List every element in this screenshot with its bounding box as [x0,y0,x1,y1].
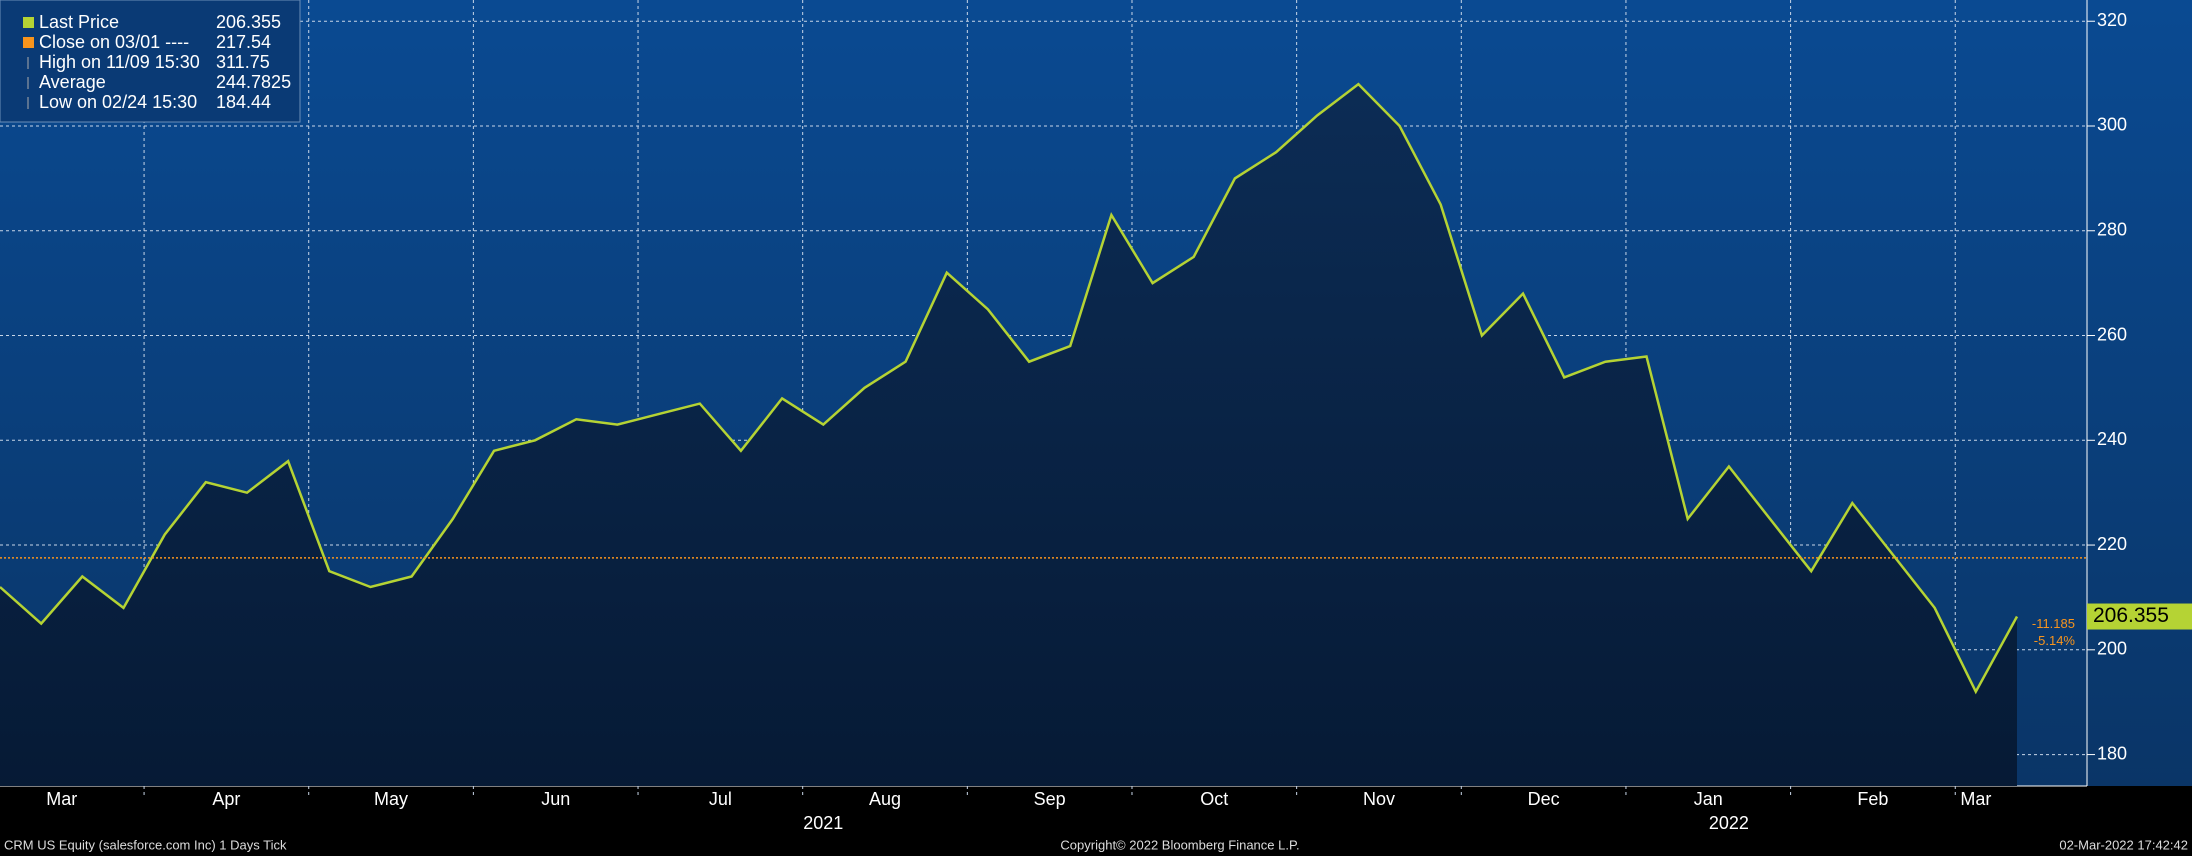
y-tick-label: 280 [2097,220,2127,240]
legend-label: Low on 02/24 15:30 [39,92,197,112]
x-tick-label: Oct [1200,789,1228,809]
change-label: -11.185 [2032,616,2075,631]
last-price-tag [2087,603,2192,630]
y-tick-label: 260 [2097,324,2127,344]
legend-swatch [23,37,34,48]
x-tick-label: Nov [1363,789,1395,809]
x-tick-label: Sep [1034,789,1066,809]
change-label: -5.14% [2034,633,2076,648]
legend-value: 244.7825 [216,72,291,92]
x-tick-label: Jan [1694,789,1723,809]
x-tick-label: Jun [541,789,570,809]
x-tick-label: Aug [869,789,901,809]
x-tick-label: Mar [1960,789,1991,809]
y-tick-label: 320 [2097,10,2127,30]
y-tick-label: 300 [2097,115,2127,135]
x-tick-label: Jul [709,789,732,809]
year-label: 2022 [1709,813,1749,833]
legend-label: Last Price [39,12,119,32]
legend-value: 311.75 [216,52,270,72]
footer-center: Copyright© 2022 Bloomberg Finance L.P. [1060,837,1299,852]
year-label: 2021 [803,813,843,833]
legend-value: 184.44 [216,92,271,112]
legend-label: Average [39,72,106,92]
x-tick-label: Apr [212,789,240,809]
price-line [0,82,2019,695]
x-tick-label: Mar [46,789,77,809]
y-tick-label: 220 [2097,534,2127,554]
y-tick-label: 240 [2097,429,2127,449]
footer-left: CRM US Equity (salesforce.com Inc) 1 Day… [4,837,287,852]
legend-label: Close on 03/01 ---- [39,32,189,52]
footer-right: 02-Mar-2022 17:42:42 [2059,837,2188,852]
y-tick-label: 200 [2097,639,2127,659]
legend-value: 217.54 [216,32,271,52]
x-tick-label: Feb [1857,789,1888,809]
last-price-label: 206.355 [2093,604,2169,627]
area-fill [0,84,2017,787]
x-tick-label: May [374,789,408,809]
legend-box [0,0,301,123]
legend-swatch [23,17,34,28]
x-tick-label: Dec [1528,789,1560,809]
legend-value: 206.355 [216,12,281,32]
y-tick-label: 180 [2097,743,2127,763]
legend-label: High on 11/09 15:30 [39,52,200,72]
